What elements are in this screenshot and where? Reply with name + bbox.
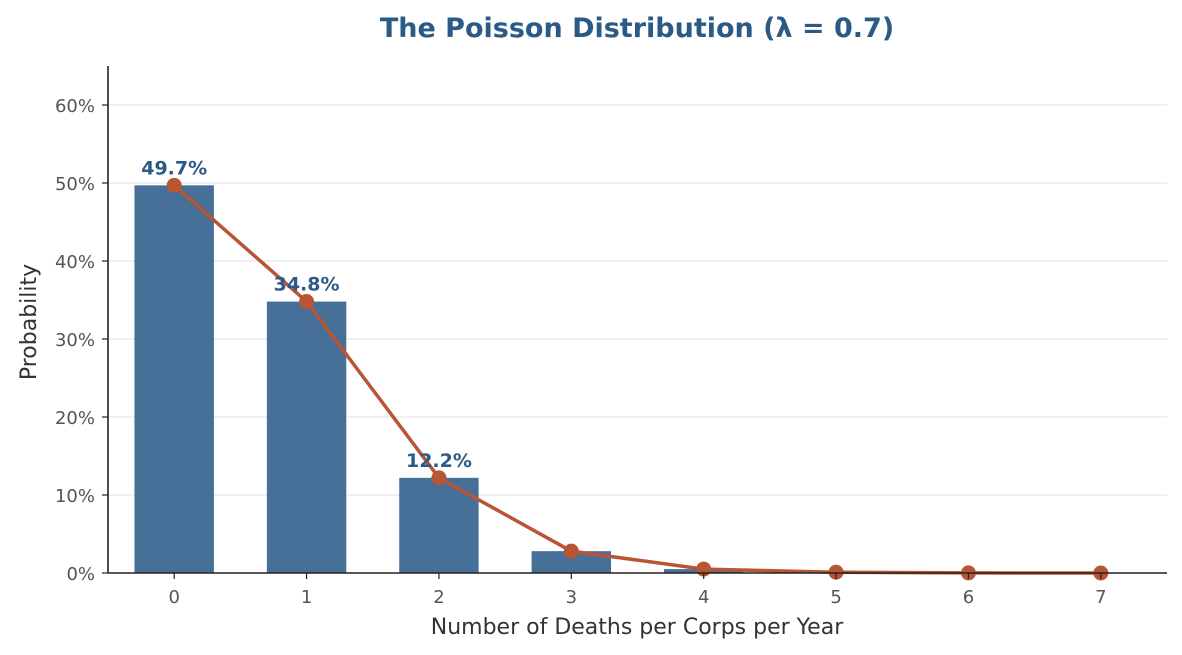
line-point <box>563 543 579 559</box>
data-labels: 49.7% 34.8% 12.2% <box>141 157 472 472</box>
x-axis-label: Number of Deaths per Corps per Year <box>431 615 844 640</box>
y-tick-label: 10% <box>55 486 95 507</box>
x-tick-label: 5 <box>830 587 841 608</box>
y-tick-label: 30% <box>55 330 95 351</box>
bar-data-label: 12.2% <box>406 450 472 472</box>
y-tick-label: 50% <box>55 174 95 195</box>
y-tick-label: 60% <box>55 96 95 117</box>
bar-data-label: 49.7% <box>141 157 207 179</box>
x-tick-label: 4 <box>698 587 709 608</box>
x-tick-label: 6 <box>963 587 974 608</box>
bar-data-label: 34.8% <box>274 274 340 296</box>
x-tick-label: 0 <box>168 587 179 608</box>
line-point <box>431 470 447 486</box>
chart-title: The Poisson Distribution (λ = 0.7) <box>380 13 894 44</box>
y-tick-label: 40% <box>55 252 95 273</box>
line-point <box>299 294 315 310</box>
line-points <box>166 177 1109 581</box>
tick-labels: 0% 10% 20% 30% 40% 50% 60% 0 1 2 3 4 5 6 7 <box>55 96 1107 608</box>
bar-series <box>134 185 1141 573</box>
y-axis-label: Probability <box>17 264 42 380</box>
x-tick-label: 3 <box>566 587 577 608</box>
bar <box>531 551 612 573</box>
axes <box>107 66 1167 574</box>
line-point <box>166 177 182 193</box>
x-tick-label: 2 <box>433 587 444 608</box>
y-tick-label: 20% <box>55 408 95 429</box>
bar <box>134 185 214 573</box>
x-tick-label: 1 <box>301 587 312 608</box>
y-tick-label: 0% <box>66 564 95 585</box>
x-tick-label: 7 <box>1095 587 1106 608</box>
bar <box>266 301 347 573</box>
